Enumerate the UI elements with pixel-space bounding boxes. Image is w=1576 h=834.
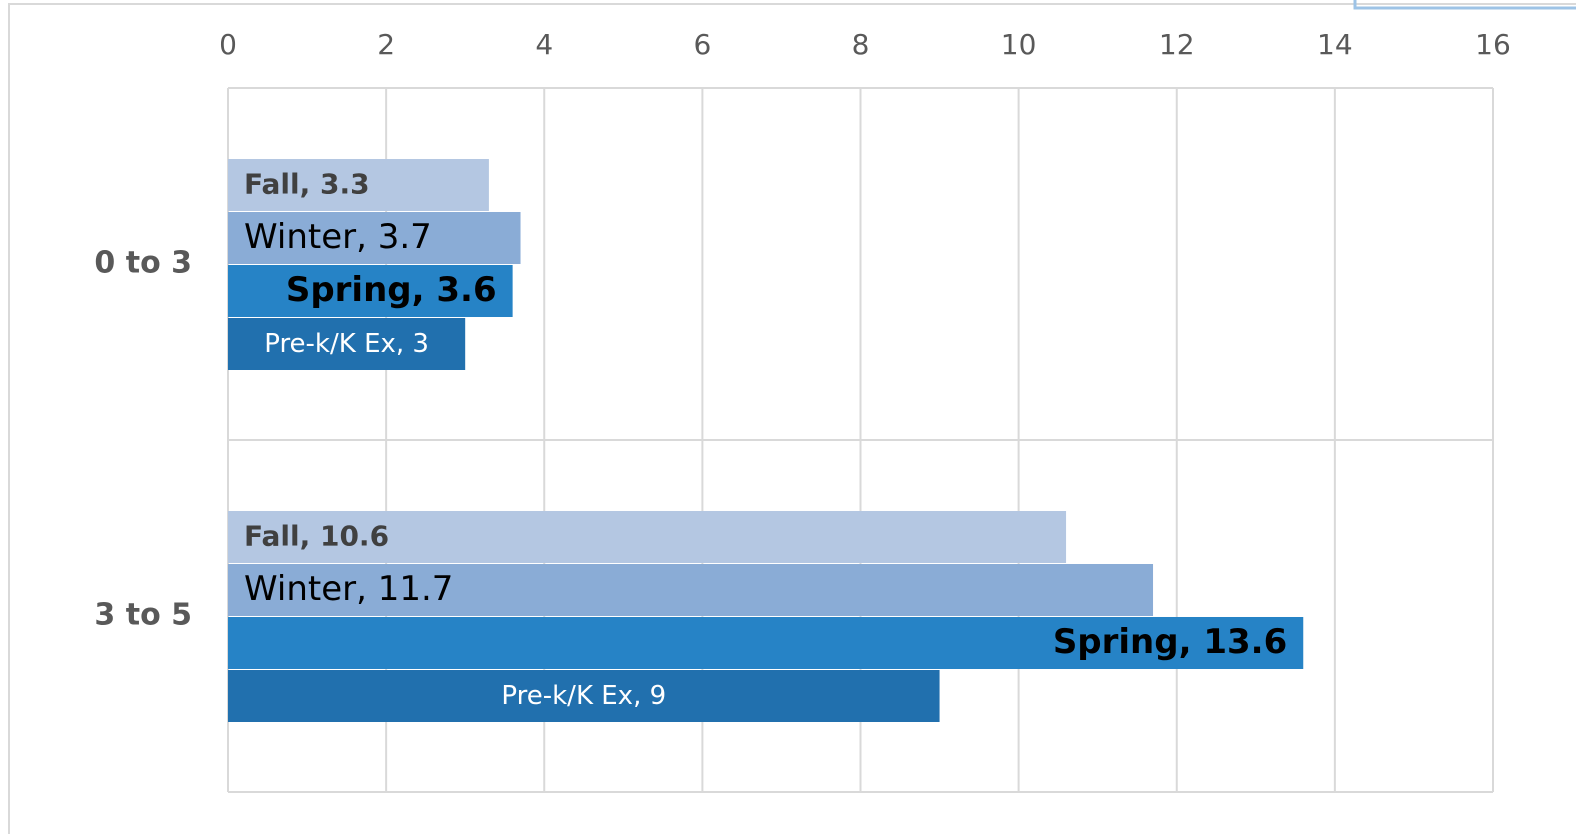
x-tick-label: 14 [1317, 28, 1353, 61]
data-label: Fall, 3.3 [244, 168, 370, 201]
chart-frame [8, 3, 1576, 834]
bar [228, 564, 1154, 616]
x-tick-label: 12 [1159, 28, 1195, 61]
bar [228, 265, 513, 317]
x-tick-label: 8 [852, 28, 870, 61]
data-label: Spring, 13.6 [1053, 622, 1287, 662]
bar [228, 511, 1067, 563]
data-label: Winter, 11.7 [244, 569, 453, 609]
bar [228, 159, 489, 211]
y-tick-label: 3 to 5 [94, 598, 192, 633]
data-label: Spring, 3.6 [286, 270, 497, 310]
bar [228, 212, 521, 264]
corner-decoration [1353, 0, 1576, 10]
bar [228, 670, 940, 722]
x-tick-label: 10 [1001, 28, 1037, 61]
data-label: Winter, 3.7 [244, 217, 432, 257]
bar [228, 318, 466, 370]
y-tick-label: 0 to 3 [94, 246, 192, 281]
data-label: Fall, 10.6 [244, 520, 389, 553]
x-tick-label: 4 [535, 28, 553, 61]
bar [228, 617, 1304, 669]
data-label: Pre-k/K Ex, 9 [501, 681, 666, 711]
data-label: Pre-k/K Ex, 3 [264, 329, 429, 359]
x-tick-label: 6 [693, 28, 711, 61]
x-tick-label: 16 [1475, 28, 1511, 61]
x-tick-label: 0 [219, 28, 237, 61]
x-tick-label: 2 [377, 28, 395, 61]
